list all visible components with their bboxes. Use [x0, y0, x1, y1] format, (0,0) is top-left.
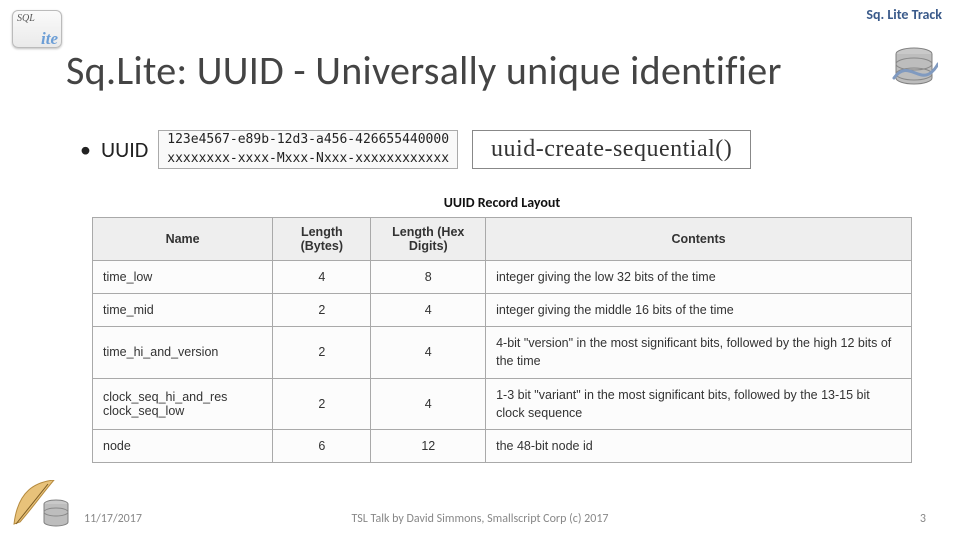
- table-cell: 8: [371, 261, 486, 294]
- table-row: time_hi_and_version244-bit "version" in …: [93, 327, 912, 378]
- sqlite-logo: SQL ite: [12, 10, 62, 48]
- table-cell: 2: [273, 378, 371, 429]
- table-cell: 6: [273, 429, 371, 462]
- table-cell: the 48-bit node id: [486, 429, 912, 462]
- logo-text-top: SQL: [17, 13, 35, 24]
- table-cell: 4: [371, 327, 486, 378]
- uuid-example-line1: 123e4567-e89b-12d3-a456-426655440000: [159, 131, 457, 149]
- fn-call-box: uuid-create-sequential(): [472, 130, 751, 169]
- table-caption: UUID Record Layout: [92, 188, 912, 217]
- uuid-layout-table: NameLength(Bytes)Length (HexDigits)Conte…: [92, 217, 912, 463]
- table-header-cell: Name: [93, 218, 273, 261]
- track-label: Sq. Lite Track: [866, 6, 942, 23]
- table-cell: integer giving the middle 16 bits of the…: [486, 294, 912, 327]
- table-row: node612the 48-bit node id: [93, 429, 912, 462]
- table-cell: 2: [273, 327, 371, 378]
- logo-text-bottom: ite: [41, 29, 58, 49]
- table-cell: 12: [371, 429, 486, 462]
- table-cell: node: [93, 429, 273, 462]
- table-header-cell: Contents: [486, 218, 912, 261]
- table-header-cell: Length (HexDigits): [371, 218, 486, 261]
- footer-date: 11/17/2017: [84, 512, 142, 526]
- uuid-bullet-label: UUID: [101, 136, 148, 163]
- table-cell: clock_seq_hi_and_resclock_seq_low: [93, 378, 273, 429]
- uuid-example-line2: xxxxxxxx-xxxx-Mxxx-Nxxx-xxxxxxxxxxxx: [159, 150, 457, 168]
- table-cell: time_mid: [93, 294, 273, 327]
- table-row: clock_seq_hi_and_resclock_seq_low241-3 b…: [93, 378, 912, 429]
- table-row: time_low48integer giving the low 32 bits…: [93, 261, 912, 294]
- uuid-example-box: 123e4567-e89b-12d3-a456-426655440000 xxx…: [158, 130, 458, 169]
- uuid-layout-table-wrap: UUID Record Layout NameLength(Bytes)Leng…: [92, 188, 912, 463]
- table-cell: 1-3 bit "variant" in the most significan…: [486, 378, 912, 429]
- slide: Sq. Lite Track SQL ite Sq.Lite: UUID - U…: [0, 0, 960, 540]
- bullet-dot: •: [80, 136, 91, 163]
- table-cell: 4: [273, 261, 371, 294]
- table-row: time_mid24integer giving the middle 16 b…: [93, 294, 912, 327]
- table-cell: 4-bit "version" in the most significant …: [486, 327, 912, 378]
- table-cell: 4: [371, 294, 486, 327]
- table-cell: time_low: [93, 261, 273, 294]
- database-icon: [890, 44, 938, 92]
- table-header-cell: Length(Bytes): [273, 218, 371, 261]
- page-title: Sq.Lite: UUID - Universally unique ident…: [66, 46, 782, 95]
- footer: 11/17/2017 TSL Talk by David Simmons, Sm…: [0, 512, 960, 526]
- table-cell: integer giving the low 32 bits of the ti…: [486, 261, 912, 294]
- table-cell: 2: [273, 294, 371, 327]
- uuid-bullet-row: • UUID 123e4567-e89b-12d3-a456-426655440…: [80, 130, 751, 169]
- table-cell: 4: [371, 378, 486, 429]
- footer-attribution: TSL Talk by David Simmons, Smallscript C…: [352, 512, 609, 526]
- footer-page-number: 3: [920, 512, 926, 526]
- table-cell: time_hi_and_version: [93, 327, 273, 378]
